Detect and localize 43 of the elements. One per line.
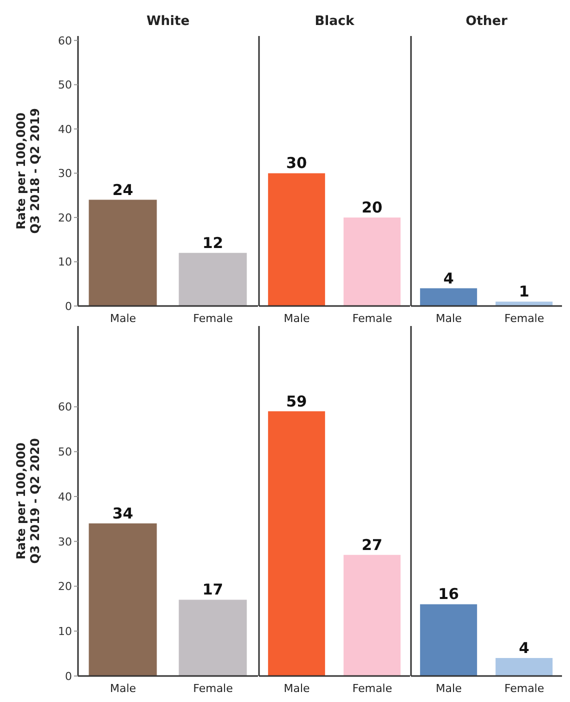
data-label: 24	[112, 180, 134, 199]
y-axis-title: Rate per 100,000 Q3 2018 - Q2 2019	[14, 108, 42, 234]
x-tick-label: Male	[110, 682, 136, 695]
y-tick-label: 0	[65, 670, 72, 683]
chart-title: White	[145, 13, 191, 31]
data-label: 27	[362, 536, 382, 554]
y-tick-label: 40	[58, 122, 72, 136]
y-tick-label: 30	[58, 167, 72, 180]
x-tick-label: Male	[284, 682, 310, 695]
data-label: 20	[362, 198, 382, 216]
data-label: 1	[518, 282, 530, 301]
y-tick-label: 60	[58, 34, 72, 48]
x-tick-label: Male	[436, 682, 462, 695]
x-tick-label: Female	[352, 682, 392, 695]
x-tick-label: Male	[284, 312, 310, 325]
y-tick-label: 10	[58, 256, 72, 269]
x-tick-label: Male	[436, 312, 462, 325]
data-label: 4	[443, 269, 454, 288]
chart-title: Other	[464, 13, 508, 31]
x-tick-label: Female	[504, 682, 544, 695]
y-axis-title: Rate per 100,000 Q3 2019 - Q2 2020	[14, 438, 42, 564]
data-label: 34	[112, 504, 134, 522]
y-tick-label: 0	[65, 300, 72, 313]
y-tick-label: 50	[58, 78, 72, 92]
x-tick-label: Female	[193, 682, 234, 695]
y-tick-label: 30	[58, 535, 72, 548]
y-tick-label: 40	[58, 490, 72, 504]
x-tick-label: Male	[110, 312, 136, 325]
data-label: 17	[202, 580, 224, 599]
x-tick-label: Female	[193, 312, 234, 325]
data-label: 16	[438, 585, 459, 604]
y-tick-label: 10	[58, 625, 72, 638]
data-label: 12	[202, 234, 224, 252]
y-tick-label: 20	[58, 211, 72, 224]
data-label: 30	[286, 154, 307, 172]
y-tick-label: 50	[58, 446, 72, 459]
data-label: 59	[286, 392, 307, 410]
x-tick-label: Female	[352, 312, 392, 325]
chart-title: Black	[314, 13, 356, 31]
x-tick-label: Female	[504, 312, 544, 325]
y-tick-label: 20	[58, 580, 72, 594]
y-tick-label: 60	[58, 400, 72, 414]
data-label: 4	[518, 639, 530, 658]
